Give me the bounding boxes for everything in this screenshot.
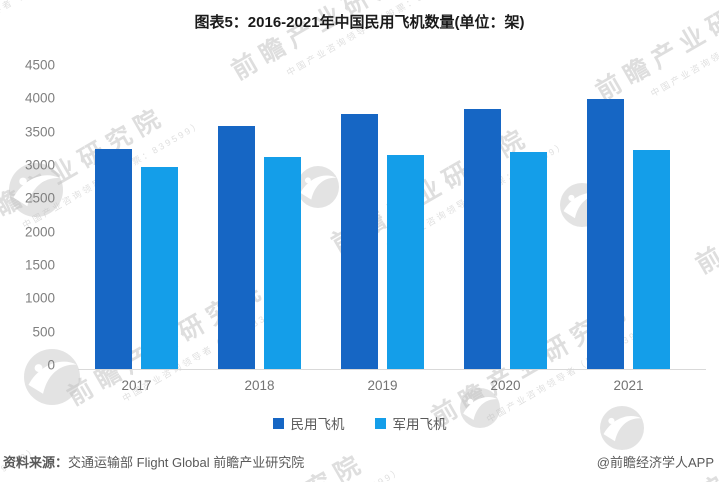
bar xyxy=(341,114,378,369)
x-tick-label: 2017 xyxy=(121,378,152,393)
y-tick-label: 2000 xyxy=(24,224,55,240)
y-tick-label: 1000 xyxy=(24,290,55,306)
y-tick-label: 500 xyxy=(32,324,55,340)
bar xyxy=(95,149,132,369)
bar xyxy=(141,166,178,369)
bar xyxy=(264,156,301,369)
footer-source: 资料来源：交通运输部 Flight Global 前瞻产业研究院 xyxy=(3,452,304,471)
legend-swatch-icon xyxy=(374,417,386,429)
bar xyxy=(587,98,624,369)
x-tick-label: 2021 xyxy=(613,378,644,393)
footer-source-label: 资料来源： xyxy=(3,455,69,470)
x-tick-label: 2020 xyxy=(490,378,521,393)
legend-swatch-icon xyxy=(272,417,284,429)
x-axis: 2017 2018 2019 2020 2021 xyxy=(75,378,690,393)
legend-item: 军用飞机 xyxy=(374,413,447,433)
bar-group xyxy=(444,69,567,369)
x-axis-line xyxy=(78,369,706,370)
y-tick-label: 4500 xyxy=(24,57,55,73)
legend-item: 民用飞机 xyxy=(272,413,345,433)
y-tick-label: 3500 xyxy=(24,124,55,140)
bar xyxy=(387,155,424,369)
bar-group xyxy=(75,69,198,369)
footer-source-text: 交通运输部 Flight Global 前瞻产业研究院 xyxy=(68,455,305,470)
bar xyxy=(218,126,255,369)
bar xyxy=(510,151,547,369)
bar xyxy=(633,150,670,369)
bar-group xyxy=(567,69,690,369)
y-tick-label: 3000 xyxy=(24,157,55,173)
y-tick-label: 1500 xyxy=(24,257,55,273)
x-tick-label: 2019 xyxy=(367,378,398,393)
bar-plot-area xyxy=(75,69,690,369)
y-tick-label: 2500 xyxy=(24,190,55,206)
chart-title: 图表5：2016-2021年中国民用飞机数量(单位：架) xyxy=(194,14,525,31)
bar xyxy=(464,108,501,369)
x-tick-label: 2018 xyxy=(244,378,275,393)
bar-group xyxy=(321,69,444,369)
y-tick-label: 0 xyxy=(47,357,55,373)
legend: 民用飞机 军用飞机 xyxy=(0,413,719,433)
legend-label: 民用飞机 xyxy=(290,417,345,432)
legend-label: 军用飞机 xyxy=(392,417,447,432)
bar-group xyxy=(198,69,321,369)
y-tick-label: 4000 xyxy=(24,90,55,106)
footer-credit: @前瞻经济学人APP xyxy=(596,455,714,470)
